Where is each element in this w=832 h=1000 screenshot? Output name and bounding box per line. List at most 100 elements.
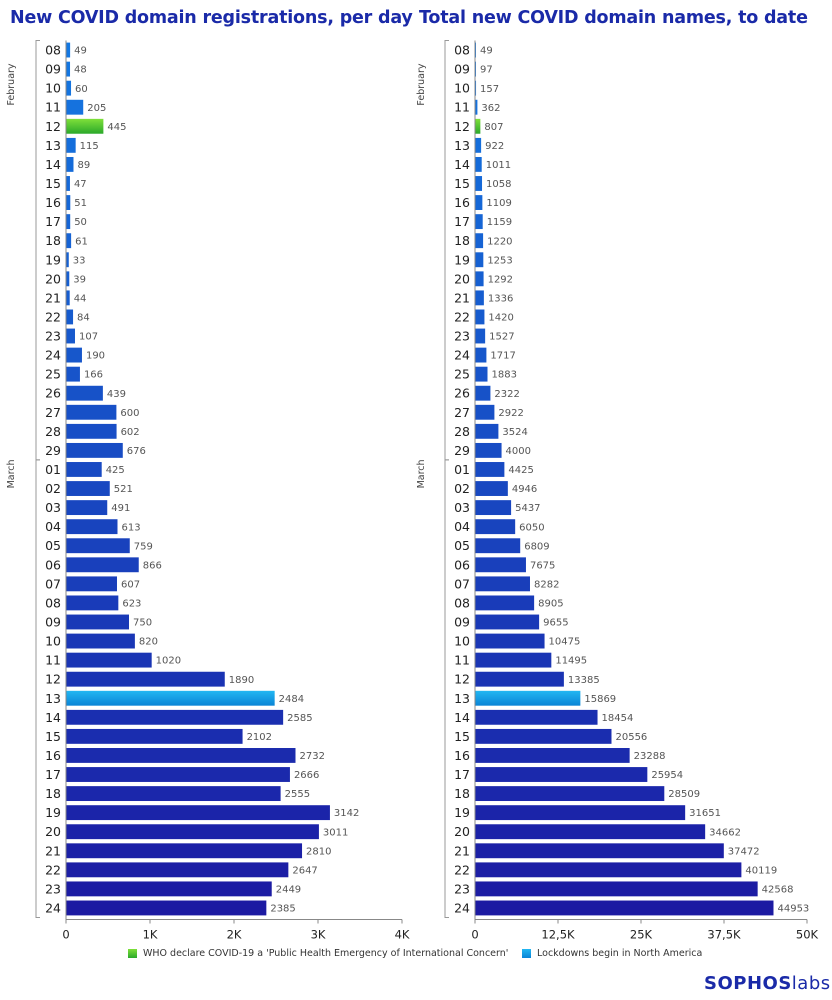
daily-value-label-7: 47	[74, 179, 87, 190]
daily-category-label-11: 19	[45, 252, 61, 267]
total-category-label-45: 24	[454, 900, 470, 915]
daily-bar-12	[66, 271, 70, 287]
total-bar-36	[475, 728, 612, 744]
daily-category-label-17: 25	[45, 367, 61, 382]
total-value-label-11: 1253	[487, 255, 512, 266]
daily-category-label-10: 18	[45, 233, 61, 248]
daily-value-label-8: 51	[74, 198, 87, 209]
total-value-label-22: 4425	[508, 465, 533, 476]
total-value-label-19: 2922	[498, 408, 523, 419]
daily-value-label-40: 3142	[334, 808, 359, 819]
daily-category-label-18: 26	[45, 386, 61, 401]
total-category-label-33: 12	[454, 672, 470, 687]
total-category-label-38: 17	[454, 767, 470, 782]
daily-bar-15	[66, 328, 75, 344]
total-category-label-13: 21	[454, 290, 470, 305]
daily-value-label-42: 2810	[306, 846, 331, 857]
total-category-label-42: 21	[454, 843, 470, 858]
daily-value-label-43: 2647	[292, 865, 317, 876]
total-bar-2	[475, 80, 477, 96]
total-x-tick-label-4: 50K	[796, 928, 819, 942]
total-value-label-3: 362	[481, 103, 500, 114]
total-feb-bracket	[444, 40, 449, 461]
daily-category-label-21: 29	[45, 443, 61, 458]
total-category-label-15: 23	[454, 329, 470, 344]
chart-title-right: Total new COVID domain names, to date	[419, 8, 808, 28]
total-value-label-8: 1109	[486, 198, 511, 209]
daily-x-tick-label-0: 0	[62, 928, 69, 942]
daily-category-label-9: 17	[45, 214, 61, 229]
daily-bar-18	[66, 385, 103, 401]
daily-category-label-13: 21	[45, 290, 61, 305]
daily-value-label-39: 2555	[285, 789, 310, 800]
daily-bar-14	[66, 309, 74, 325]
total-value-label-30: 9655	[543, 618, 568, 629]
logo-part-labs: labs	[791, 973, 831, 994]
total-value-label-2: 157	[480, 84, 499, 95]
total-bar-12	[475, 271, 484, 287]
total-bar-33	[475, 671, 564, 687]
total-value-label-24: 5437	[515, 503, 540, 514]
daily-bar-22	[66, 462, 102, 477]
total-value-label-45: 44953	[777, 904, 809, 915]
total-bar-44	[475, 881, 758, 897]
daily-bar-23	[66, 481, 110, 496]
daily-bar-6	[66, 156, 74, 172]
daily-category-label-40: 19	[45, 805, 61, 820]
daily-bar-36	[66, 728, 243, 744]
total-value-label-33: 13385	[568, 675, 600, 686]
daily-category-label-41: 20	[45, 824, 61, 839]
daily-value-label-0: 49	[74, 46, 87, 57]
daily-value-label-33: 1890	[229, 675, 254, 686]
legend-lockdowns-label: Lockdowns begin in North America	[537, 947, 703, 959]
total-value-label-14: 1420	[488, 313, 513, 324]
daily-category-label-45: 24	[45, 900, 61, 915]
total-category-label-27: 06	[454, 557, 470, 572]
daily-category-label-24: 03	[45, 500, 61, 515]
total-bar-41	[475, 824, 706, 840]
daily-category-label-3: 11	[45, 100, 61, 115]
daily-value-label-4: 445	[107, 122, 126, 133]
total-bar-38	[475, 767, 648, 782]
total-bar-27	[475, 557, 526, 573]
daily-value-label-45: 2385	[270, 904, 295, 915]
daily-bar-0	[66, 42, 71, 58]
total-category-label-22: 01	[454, 462, 470, 477]
daily-bar-10	[66, 233, 72, 249]
daily-category-label-23: 02	[45, 481, 61, 496]
total-value-label-4: 807	[484, 122, 503, 133]
total-bar-17	[475, 366, 488, 382]
total-value-label-43: 40119	[745, 865, 777, 876]
daily-value-label-36: 2102	[247, 732, 272, 743]
total-value-label-10: 1220	[487, 236, 512, 247]
daily-bar-33	[66, 671, 225, 687]
daily-value-label-25: 613	[121, 522, 140, 533]
daily-bar-26	[66, 538, 130, 554]
daily-bar-27	[66, 557, 139, 573]
total-value-label-17: 1883	[492, 370, 517, 381]
legend-lockdowns: Lockdowns begin in North America	[522, 946, 702, 960]
daily-bar-37	[66, 748, 296, 763]
daily-x-tick-label-3: 3K	[311, 928, 326, 942]
total-value-label-16: 1717	[490, 351, 515, 362]
total-category-label-19: 27	[454, 405, 470, 420]
legend-who-label: WHO declare COVID-19 a 'Public Health Em…	[143, 947, 509, 959]
total-category-label-1: 09	[454, 62, 470, 77]
total-value-label-31: 10475	[549, 637, 581, 648]
daily-value-label-6: 89	[77, 160, 90, 171]
total-bar-37	[475, 748, 630, 763]
total-category-label-5: 13	[454, 138, 470, 153]
daily-bar-5	[66, 137, 76, 153]
daily-category-label-26: 05	[45, 538, 61, 553]
daily-bar-31	[66, 633, 135, 649]
daily-category-label-35: 14	[45, 710, 61, 725]
total-value-label-36: 20556	[615, 732, 647, 743]
daily-bar-41	[66, 824, 319, 840]
daily-value-label-19: 600	[120, 408, 139, 419]
daily-value-label-27: 866	[143, 560, 162, 571]
daily-bar-32	[66, 652, 152, 668]
total-bar-15	[475, 328, 486, 344]
chart-title-left: New COVID domain registrations, per day	[10, 8, 413, 28]
legend-who: WHO declare COVID-19 a 'Public Health Em…	[128, 946, 508, 960]
total-month-label-march: March	[416, 459, 427, 488]
